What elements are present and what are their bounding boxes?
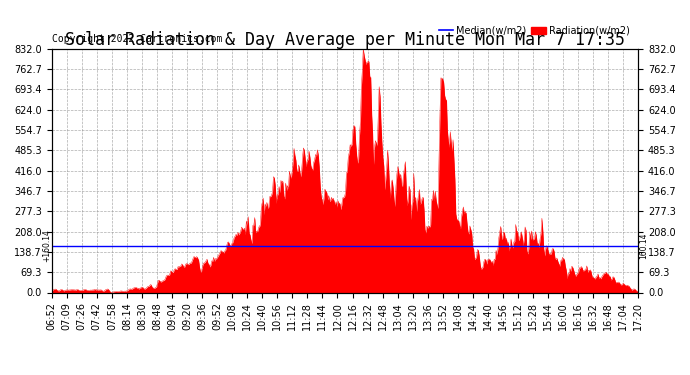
Text: +160.14: +160.14	[42, 229, 51, 262]
Text: Copyright 2022 Cartronics.com: Copyright 2022 Cartronics.com	[52, 34, 222, 44]
Title: Solar Radiation & Day Average per Minute Mon Mar 7 17:35: Solar Radiation & Day Average per Minute…	[65, 31, 625, 49]
Legend: Median(w/m2), Radiation(w/m2): Median(w/m2), Radiation(w/m2)	[435, 22, 633, 40]
Text: 160.14: 160.14	[639, 232, 648, 259]
